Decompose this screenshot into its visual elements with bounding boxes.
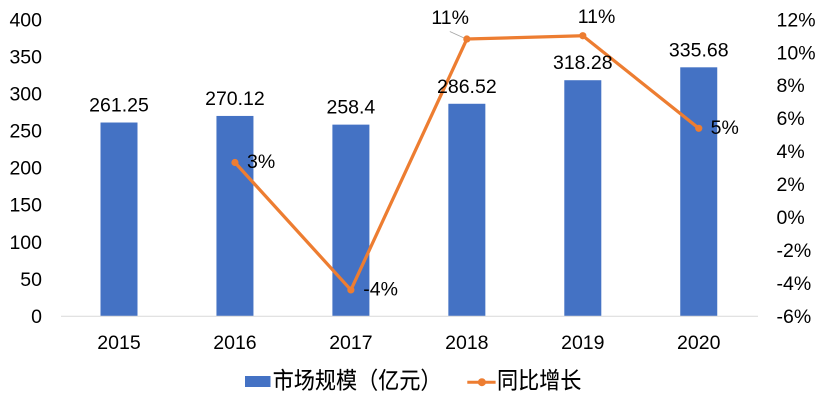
svg-text:8%: 8% <box>777 75 805 97</box>
svg-text:0%: 0% <box>777 207 805 229</box>
svg-text:-4%: -4% <box>363 278 398 300</box>
svg-text:270.12: 270.12 <box>205 88 265 110</box>
svg-text:-4%: -4% <box>777 273 812 295</box>
svg-text:300: 300 <box>9 83 42 105</box>
svg-text:286.52: 286.52 <box>437 76 497 98</box>
svg-text:2019: 2019 <box>561 332 604 354</box>
svg-text:50: 50 <box>20 269 42 291</box>
svg-text:11%: 11% <box>578 6 616 28</box>
svg-text:10%: 10% <box>777 42 816 64</box>
svg-text:100: 100 <box>9 232 42 254</box>
svg-text:350: 350 <box>9 46 42 68</box>
svg-text:-6%: -6% <box>777 306 812 328</box>
svg-text:2018: 2018 <box>445 332 488 354</box>
svg-text:335.68: 335.68 <box>669 39 729 61</box>
svg-text:400: 400 <box>9 9 42 31</box>
svg-text:150: 150 <box>9 195 42 217</box>
svg-text:11%: 11% <box>431 7 469 29</box>
svg-text:2017: 2017 <box>329 332 372 354</box>
svg-text:4%: 4% <box>777 141 805 163</box>
svg-text:6%: 6% <box>777 108 805 130</box>
svg-text:0: 0 <box>31 306 42 328</box>
svg-text:3%: 3% <box>247 151 275 173</box>
svg-text:250: 250 <box>9 121 42 143</box>
svg-text:200: 200 <box>9 158 42 180</box>
svg-text:2015: 2015 <box>97 332 141 354</box>
svg-text:2016: 2016 <box>213 332 256 354</box>
svg-text:2020: 2020 <box>677 332 721 354</box>
svg-text:258.4: 258.4 <box>326 97 375 119</box>
svg-text:2%: 2% <box>777 174 805 196</box>
svg-text:318.28: 318.28 <box>553 52 613 74</box>
svg-text:-2%: -2% <box>777 240 812 262</box>
svg-text:12%: 12% <box>777 9 816 31</box>
svg-text:261.25: 261.25 <box>89 95 149 117</box>
svg-text:5%: 5% <box>711 117 739 139</box>
